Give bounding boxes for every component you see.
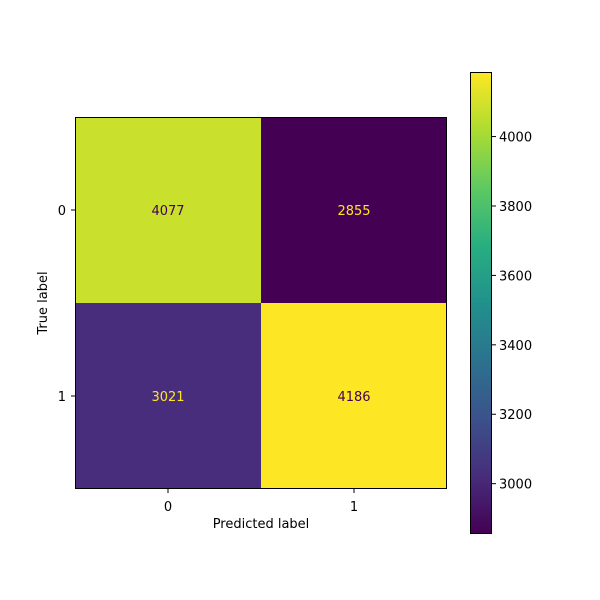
x-tick-label: 1 (350, 500, 358, 515)
x-axis-label: Predicted label (213, 517, 310, 532)
colorbar-tick-label: 3800 (499, 200, 532, 215)
y-axis-ticks: 01 (58, 204, 75, 405)
cell-value-label: 3021 (151, 390, 184, 405)
colorbar-tick-label: 3200 (499, 408, 532, 423)
colorbar-tick-label: 3600 (499, 269, 532, 284)
matrix-cell (75, 303, 261, 489)
y-tick-label: 0 (58, 204, 66, 219)
y-tick-label: 1 (58, 390, 66, 405)
colorbar-tick-label: 4000 (499, 131, 532, 146)
x-tick-label: 0 (164, 500, 172, 515)
colorbar-tick-label: 3400 (499, 339, 532, 354)
colorbar (470, 72, 492, 534)
cell-value-label: 4186 (337, 390, 370, 405)
colorbar-ticks: 3000 3200 3400 3600 3800 4000 (492, 131, 532, 493)
matrix-cell (75, 117, 261, 303)
matrix-cells: 4077 2855 3021 4186 (75, 117, 447, 489)
matrix-cell (261, 117, 447, 303)
y-axis-label: True label (36, 271, 51, 335)
colorbar-tick-label: 3000 (499, 478, 532, 493)
plot-frame (75, 117, 447, 489)
cell-value-label: 4077 (151, 204, 184, 219)
cell-value-label: 2855 (337, 204, 370, 219)
matrix-cell (261, 303, 447, 489)
